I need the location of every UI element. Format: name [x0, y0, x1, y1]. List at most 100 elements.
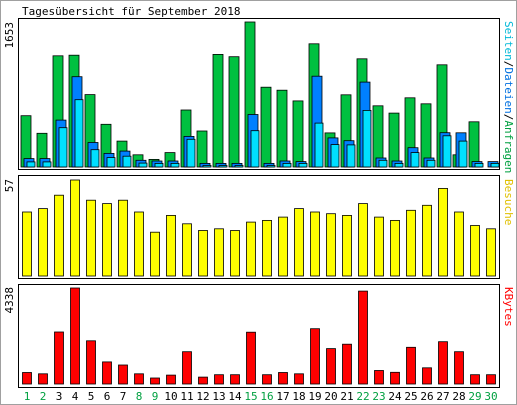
bar-besuche-25	[406, 209, 416, 277]
bar-kbytes-30	[486, 374, 496, 385]
bar-kbytes-25	[406, 346, 416, 385]
bar-kbytes-6	[102, 361, 112, 385]
bar-seiten-16	[266, 165, 276, 168]
max-label-top: 1653	[3, 22, 16, 49]
bar-seiten-27	[442, 135, 452, 168]
bar-besuche-10	[166, 214, 176, 277]
chart-title: Tagesübersicht für September 2018	[22, 5, 241, 18]
bar-seiten-28	[458, 140, 468, 168]
bar-anfragen-26	[420, 103, 432, 168]
x-label-day-28: 28	[452, 390, 465, 403]
x-label-day-6: 6	[104, 390, 111, 403]
x-label-day-22: 22	[356, 390, 369, 403]
bar-besuche-9	[150, 231, 160, 277]
panel-mid-frame	[18, 175, 500, 279]
x-label-day-16: 16	[260, 390, 273, 403]
bar-besuche-24	[390, 219, 400, 277]
bar-seiten-6	[106, 157, 116, 168]
bar-seiten-29	[474, 162, 484, 168]
bar-besuche-20	[326, 213, 336, 277]
x-label-day-25: 25	[404, 390, 417, 403]
x-label-day-5: 5	[88, 390, 95, 403]
bar-kbytes-17	[278, 372, 288, 385]
legend-anfragen: Anfragen	[502, 120, 515, 173]
bar-kbytes-27	[438, 341, 448, 385]
panel-bottom-frame	[18, 284, 500, 388]
x-label-day-29: 29	[468, 390, 481, 403]
bar-besuche-5	[86, 199, 96, 277]
bar-kbytes-2	[38, 373, 48, 385]
bar-seiten-8	[138, 162, 148, 168]
bar-kbytes-12	[198, 376, 208, 385]
bar-seiten-3	[58, 127, 68, 168]
x-label-day-24: 24	[388, 390, 402, 403]
bar-anfragen-12	[196, 130, 208, 168]
bar-kbytes-19	[310, 328, 320, 385]
bar-besuche-23	[374, 216, 384, 277]
legend-seiten: Seiten	[502, 21, 515, 61]
x-label-day-8: 8	[136, 390, 143, 403]
bar-besuche-27	[438, 187, 448, 277]
x-label-day-2: 2	[40, 390, 47, 403]
bar-besuche-21	[342, 214, 352, 277]
bar-seiten-19	[314, 122, 324, 168]
bar-seiten-14	[234, 165, 244, 168]
bar-kbytes-20	[326, 348, 336, 385]
bar-kbytes-13	[214, 374, 224, 385]
x-label-day-7: 7	[120, 390, 127, 403]
bar-seiten-10	[170, 162, 180, 168]
bar-seiten-23	[378, 159, 388, 168]
bar-besuche-28	[454, 211, 464, 277]
max-label-mid: 57	[3, 179, 16, 192]
bar-besuche-7	[118, 199, 128, 277]
bar-kbytes-1	[22, 372, 32, 385]
bar-seiten-12	[202, 165, 212, 168]
bar-seiten-5	[90, 149, 100, 168]
x-label-day-11: 11	[180, 390, 193, 403]
x-label-day-12: 12	[196, 390, 209, 403]
bar-kbytes-9	[150, 377, 160, 385]
bar-besuche-3	[54, 194, 64, 277]
bar-seiten-17	[282, 162, 292, 168]
x-label-day-23: 23	[372, 390, 385, 403]
bar-kbytes-4	[70, 287, 80, 385]
bar-kbytes-10	[166, 374, 176, 385]
bar-seiten-21	[346, 144, 356, 168]
bar-kbytes-7	[118, 364, 128, 385]
bar-anfragen-13	[212, 54, 224, 168]
bar-kbytes-3	[54, 331, 64, 385]
x-axis-day-labels: 1 2 3 4 5 6 7 8 9 10 11 12 13 14 15 16 17 18 19 20 21 22 23 24 2…	[24, 390, 498, 403]
x-label-day-1: 1	[24, 390, 31, 403]
bar-seiten-15	[250, 130, 260, 168]
x-label-day-18: 18	[292, 390, 305, 403]
bar-kbytes-24	[390, 371, 400, 385]
legend-sep-2: /	[502, 114, 515, 121]
legend-dateien: Dateien	[502, 67, 515, 113]
bar-seiten-9	[154, 162, 164, 168]
bar-besuche-2	[38, 208, 48, 277]
x-label-day-13: 13	[212, 390, 225, 403]
bar-anfragen-16	[260, 86, 272, 168]
bar-besuche-6	[102, 203, 112, 277]
bar-besuche-14	[230, 230, 240, 277]
x-label-day-21: 21	[340, 390, 353, 403]
bars-top-panel	[20, 21, 500, 168]
bar-kbytes-28	[454, 351, 464, 385]
bar-besuche-16	[262, 219, 272, 277]
bar-besuche-29	[470, 225, 480, 277]
bar-kbytes-26	[422, 367, 432, 385]
bar-seiten-22	[362, 110, 372, 168]
legend-besuche: Besuche	[502, 179, 515, 225]
bar-anfragen-29	[468, 121, 480, 168]
bars-kbytes-panel	[22, 287, 496, 385]
bar-kbytes-5	[86, 340, 96, 385]
x-label-day-15: 15	[244, 390, 257, 403]
bar-seiten-13	[218, 165, 228, 168]
bar-seiten-7	[122, 155, 132, 168]
x-label-day-26: 26	[420, 390, 433, 403]
bar-anfragen-14	[228, 56, 240, 168]
x-label-day-17: 17	[276, 390, 289, 403]
bar-seiten-26	[426, 159, 436, 168]
bar-besuche-1	[22, 211, 32, 277]
